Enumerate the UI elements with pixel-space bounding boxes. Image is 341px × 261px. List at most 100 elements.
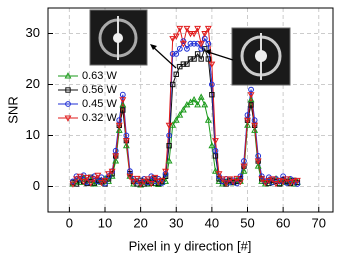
marker	[248, 102, 254, 108]
marker	[162, 170, 169, 177]
marker	[73, 176, 80, 183]
marker	[283, 176, 291, 183]
marker	[151, 174, 159, 182]
marker	[87, 180, 95, 187]
marker	[248, 86, 254, 93]
marker	[187, 56, 194, 62]
x-tick-label: 60	[276, 215, 290, 230]
marker	[269, 179, 276, 186]
marker	[202, 46, 208, 52]
legend-label: 0.63 W	[82, 70, 117, 82]
marker	[290, 178, 298, 186]
marker	[208, 141, 216, 149]
marker	[173, 51, 180, 57]
y-tick-label: 20	[26, 76, 40, 91]
marker	[229, 178, 237, 186]
marker	[216, 173, 222, 180]
marker	[187, 31, 194, 38]
marker	[154, 178, 162, 186]
legend-label: 0.32 W	[82, 112, 117, 124]
marker	[254, 162, 262, 169]
marker	[123, 132, 130, 139]
marker	[180, 38, 187, 45]
marker	[172, 116, 180, 123]
marker	[126, 173, 134, 181]
marker	[144, 176, 152, 183]
marker	[251, 122, 259, 130]
marker	[90, 176, 98, 183]
marker	[184, 45, 190, 52]
marker	[162, 168, 170, 176]
marker	[247, 95, 255, 103]
marker	[293, 177, 301, 185]
marker	[251, 126, 259, 133]
legend-label: 0.56 W	[82, 84, 117, 96]
marker	[247, 92, 255, 99]
marker	[240, 167, 248, 174]
marker	[209, 92, 215, 98]
marker	[64, 115, 72, 122]
marker	[119, 97, 127, 104]
y-tick-label: 10	[26, 127, 40, 142]
marker	[108, 168, 116, 176]
marker	[261, 179, 269, 187]
marker	[198, 56, 204, 62]
marker	[191, 56, 197, 62]
marker	[176, 111, 184, 118]
arrow	[207, 51, 234, 61]
marker	[70, 178, 76, 185]
marker	[201, 101, 209, 108]
marker	[148, 173, 155, 180]
marker	[197, 41, 205, 48]
marker	[244, 117, 251, 125]
marker	[119, 91, 126, 98]
marker	[130, 178, 137, 186]
marker	[236, 178, 244, 186]
x-tick-label: 30	[169, 215, 183, 230]
x-tick-label: 50	[240, 215, 254, 230]
x-tick-label: 20	[133, 215, 147, 230]
x-tick-label: 0	[66, 215, 73, 230]
marker	[197, 93, 205, 100]
marker	[294, 181, 301, 187]
marker	[112, 157, 120, 164]
marker	[169, 36, 177, 43]
x-tick-label: 40	[205, 215, 219, 230]
marker	[205, 56, 212, 62]
marker	[187, 40, 194, 47]
marker	[211, 167, 219, 174]
marker	[279, 178, 287, 186]
marker	[258, 173, 265, 180]
x-axis-label: Pixel in y direction [#]	[129, 238, 252, 253]
marker	[204, 25, 212, 33]
marker	[272, 180, 280, 188]
inset-spot	[255, 50, 267, 62]
inset-spot	[113, 33, 123, 43]
marker	[215, 171, 223, 178]
marker	[169, 51, 176, 57]
marker	[120, 107, 126, 113]
marker	[166, 143, 172, 149]
marker	[65, 87, 71, 93]
marker	[165, 157, 173, 164]
marker	[194, 25, 202, 33]
marker	[140, 178, 148, 186]
marker	[169, 81, 176, 88]
marker	[241, 158, 247, 164]
marker	[211, 138, 219, 145]
marker	[119, 101, 127, 108]
plot-frame	[47, 7, 334, 213]
marker	[280, 173, 287, 180]
marker	[133, 175, 141, 183]
arrow-head	[205, 49, 211, 55]
x-tick-label: 10	[98, 215, 112, 230]
marker	[183, 25, 191, 33]
marker	[115, 122, 123, 130]
marker	[190, 95, 198, 103]
marker	[194, 101, 202, 108]
marker	[127, 168, 133, 175]
marker	[208, 81, 215, 88]
marker	[265, 177, 273, 185]
marker	[83, 174, 91, 182]
marker	[244, 112, 251, 118]
